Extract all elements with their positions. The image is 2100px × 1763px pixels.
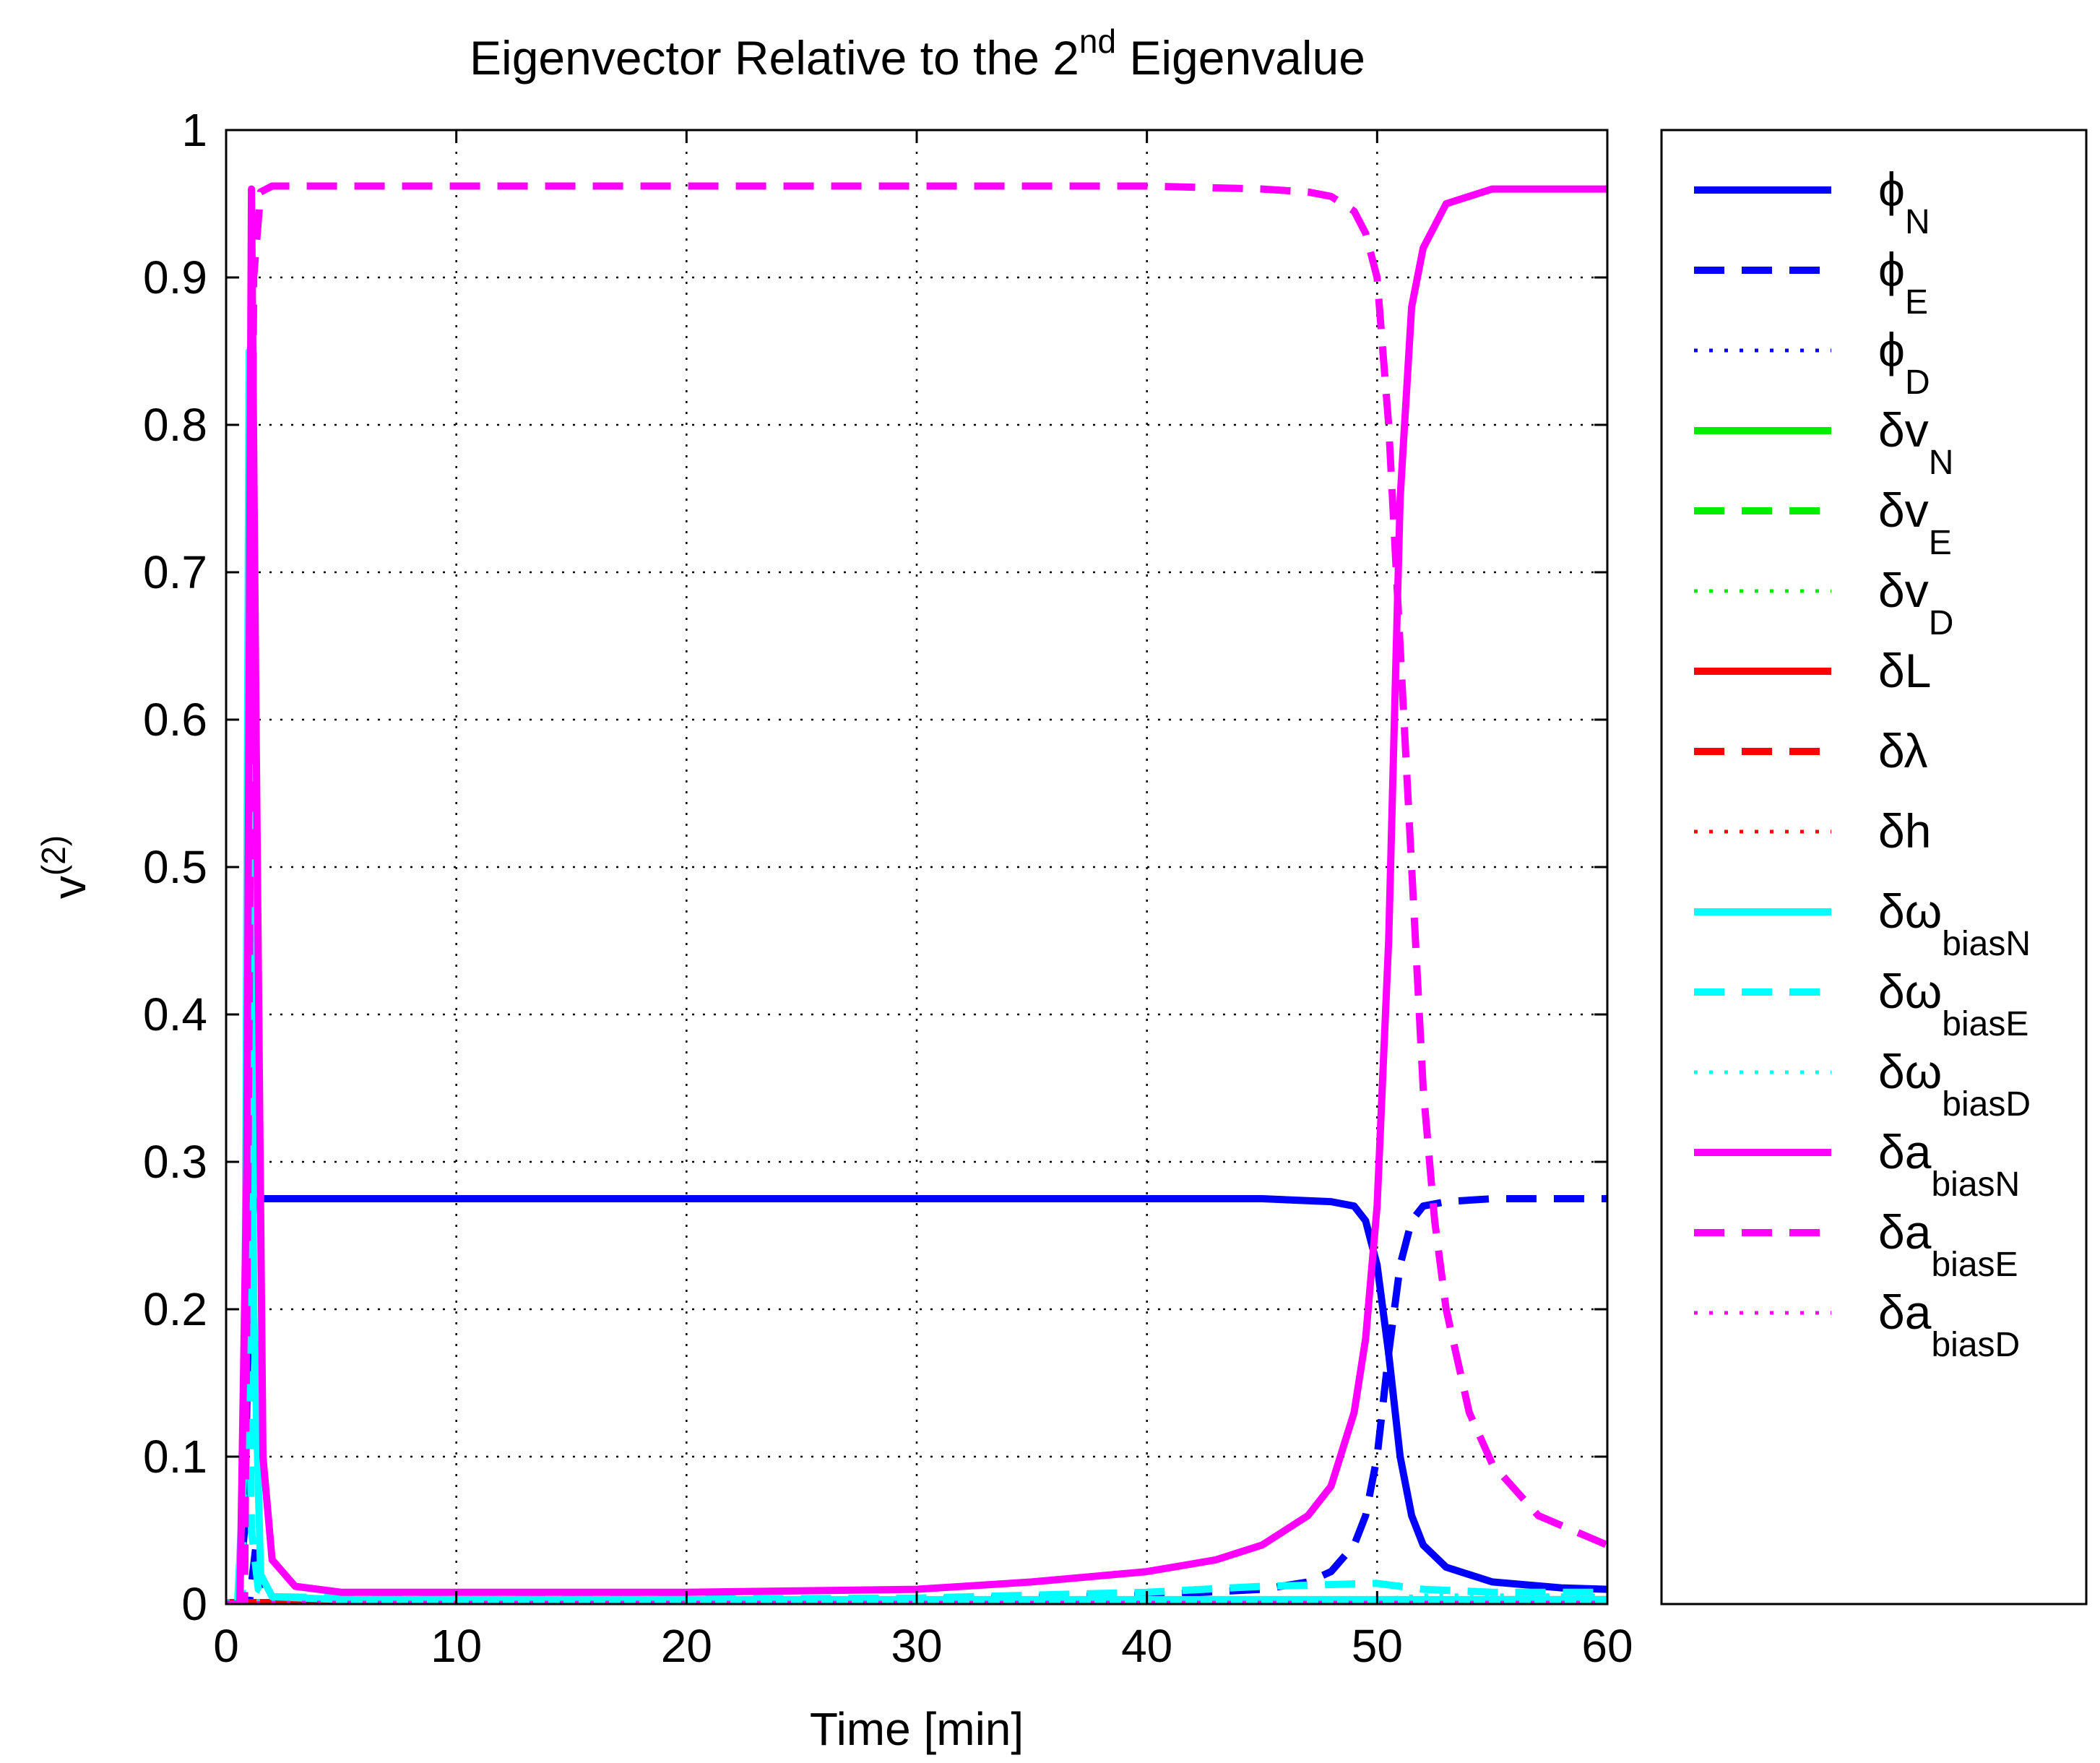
x-tick-label: 0 — [213, 1620, 239, 1672]
y-tick-label: 0.7 — [143, 546, 207, 598]
series-line-da_biasE — [226, 182, 1607, 1604]
x-tick-label: 50 — [1352, 1620, 1403, 1672]
legend-label: ϕD — [1878, 323, 1930, 402]
legend-item-dv_E: δvE — [1694, 483, 1952, 562]
legend-item-dw_biasE: δωbiasE — [1694, 965, 2028, 1043]
x-tick-label: 30 — [891, 1620, 942, 1672]
chart-title: Eigenvector Relative to the 2nd Eigenval… — [470, 22, 1365, 85]
legend-item-da_biasN: δabiasN — [1694, 1125, 2020, 1204]
x-tick-label: 10 — [431, 1620, 482, 1672]
x-tick-label: 60 — [1581, 1620, 1633, 1672]
legend-label-sub: N — [1929, 444, 1954, 482]
legend-label-main: δv — [1878, 483, 1929, 537]
legend-label-main: ϕ — [1878, 243, 1905, 296]
legend-item-dw_biasD: δωbiasD — [1694, 1045, 2031, 1124]
legend-label-sub: biasD — [1931, 1326, 2020, 1364]
legend-item-dL: δL — [1694, 644, 1931, 697]
y-tick-label: 0.3 — [143, 1136, 207, 1188]
legend-label-sub: biasE — [1931, 1246, 2018, 1284]
legend-item-dlambda: δλ — [1694, 724, 1927, 777]
y-tick-label: 0.6 — [143, 694, 207, 746]
legend-label-sub: biasN — [1931, 1165, 2020, 1204]
legend-label: δabiasN — [1878, 1125, 2020, 1204]
legend-item-phi_E: ϕE — [1694, 243, 1928, 322]
legend-label: δvN — [1878, 403, 1953, 482]
legend-label: ϕN — [1878, 163, 1930, 241]
legend-label: δλ — [1878, 724, 1927, 777]
legend-label: δabiasE — [1878, 1205, 2018, 1284]
x-tick-label: 40 — [1121, 1620, 1172, 1672]
legend-label-main: δv — [1878, 564, 1929, 617]
legend-label-main: ϕ — [1878, 323, 1905, 376]
axis-ticks: 0 10 20 30 40 50 60 0 0.1 0.2 0.3 0.4 0.5 0.6 0.7 0.8 0.… — [143, 104, 1633, 1672]
legend-label-main: δa — [1878, 1205, 1932, 1259]
legend-item-da_biasD: δabiasD — [1694, 1285, 2020, 1364]
legend-box — [1660, 129, 2088, 1605]
legend-label-main: δω — [1878, 965, 1942, 1018]
legend-label: δωbiasN — [1878, 884, 2031, 963]
y-tick-label: 0.2 — [143, 1283, 207, 1335]
legend-item-phi_D: ϕD — [1694, 323, 1930, 402]
legend-label-main: δv — [1878, 403, 1929, 457]
y-tick-label: 0.9 — [143, 251, 207, 303]
x-axis-label: Time [min] — [810, 1703, 1024, 1755]
legend-item-dw_biasN: δωbiasN — [1694, 884, 2031, 963]
y-tick-label: 0.1 — [143, 1431, 207, 1483]
legend-item-da_biasE: δabiasE — [1694, 1205, 2018, 1284]
legend-label: δabiasD — [1878, 1285, 2020, 1364]
legend-label: δh — [1878, 804, 1931, 858]
y-axis-label: v(2) — [35, 835, 95, 899]
legend-label-main: δω — [1878, 884, 1942, 938]
grid-lines — [226, 130, 1607, 1604]
legend-label-sub: E — [1905, 283, 1928, 322]
chart-title-main: Eigenvector Relative to the 2 — [470, 31, 1079, 85]
y-tick-label: 0.5 — [143, 841, 207, 893]
legend-label-sub: biasD — [1942, 1085, 2031, 1124]
x-tick-label: 20 — [661, 1620, 712, 1672]
legend-label-main: δλ — [1878, 724, 1927, 777]
legend-label-sub: N — [1905, 203, 1930, 241]
legend-label: δvD — [1878, 564, 1953, 642]
legend-label-main: δL — [1878, 644, 1931, 697]
legend-item-dv_D: δvD — [1694, 564, 1953, 642]
y-axis-label-main: v — [43, 876, 95, 899]
y-tick-label: 1 — [181, 104, 207, 156]
legend-item-phi_N: ϕN — [1694, 163, 1930, 241]
svg-text:v(2): v(2) — [35, 835, 95, 899]
legend-label-main: δω — [1878, 1045, 1942, 1098]
legend-label: ϕE — [1878, 243, 1928, 322]
legend-label-main: δh — [1878, 804, 1931, 858]
legend-label-sub: D — [1929, 604, 1954, 642]
y-tick-label: 0 — [181, 1578, 207, 1630]
legend-label-main: ϕ — [1878, 163, 1905, 216]
legend-label: δvE — [1878, 483, 1952, 562]
legend-item-dh: δh — [1694, 804, 1931, 858]
y-tick-label: 0.4 — [143, 988, 207, 1040]
legend-label-sub: E — [1929, 524, 1952, 562]
legend-label: δωbiasE — [1878, 965, 2028, 1043]
y-axis-label-sup: (2) — [35, 835, 72, 876]
legend-label-sub: biasN — [1942, 925, 2031, 963]
chart-title-sup: nd — [1079, 22, 1116, 60]
legend-label-main: δa — [1878, 1125, 1932, 1178]
series-line-da_biasN — [226, 185, 1607, 1604]
legend-label-sub: biasE — [1942, 1005, 2028, 1043]
legend-label: δωbiasD — [1878, 1045, 2031, 1124]
legend: ϕNϕEϕDδvNδvEδvDδLδλδhδωbiasNδωbiasEδωbia… — [1660, 129, 2088, 1605]
legend-label-main: δa — [1878, 1285, 1932, 1339]
y-tick-label: 0.8 — [143, 399, 207, 451]
legend-label-sub: D — [1905, 363, 1930, 402]
legend-item-dv_N: δvN — [1694, 403, 1953, 482]
chart-title-tail: Eigenvalue — [1116, 31, 1365, 85]
legend-label: δL — [1878, 644, 1931, 697]
